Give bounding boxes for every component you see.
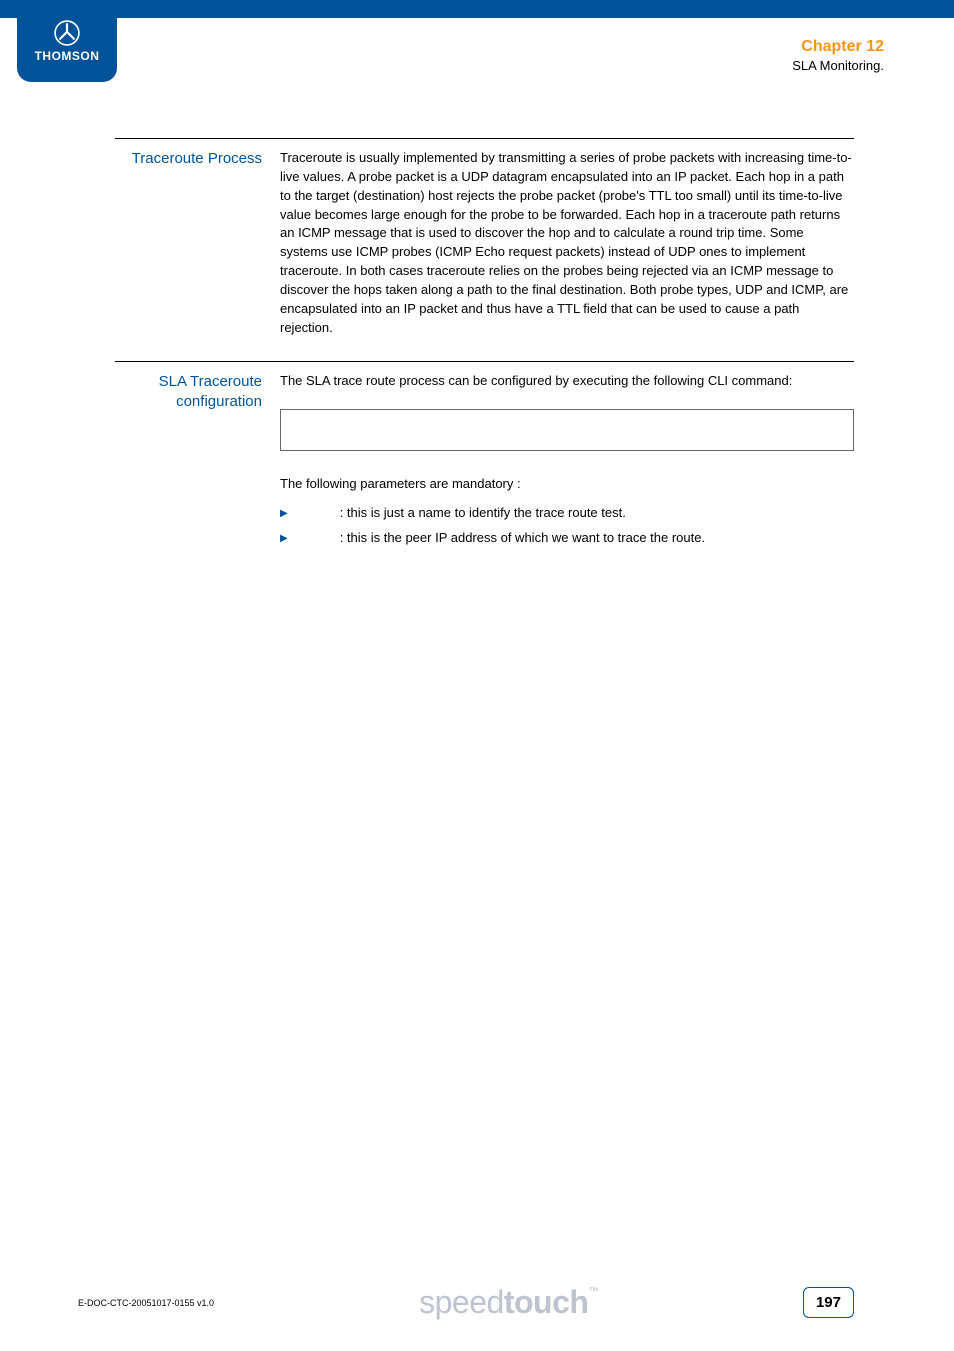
- brand-bold: touch: [504, 1284, 589, 1320]
- trademark-icon: ™: [588, 1286, 598, 1297]
- header-bar: [0, 0, 954, 18]
- section-label: SLA Traceroute configuration: [115, 372, 280, 553]
- document-id: E-DOC-CTC-20051017-0155 v1.0: [78, 1298, 214, 1308]
- brand-logo: speedtouch™: [419, 1284, 598, 1321]
- cli-code-box: [280, 409, 854, 451]
- param-desc: : this is the peer IP address of which w…: [340, 529, 705, 548]
- chapter-subtitle: SLA Monitoring.: [792, 58, 884, 73]
- section-body: The SLA trace route process can be confi…: [280, 372, 854, 553]
- section-intro: The SLA trace route process can be confi…: [280, 372, 854, 391]
- brand-light: speed: [419, 1284, 504, 1320]
- list-item: ▶ : this is just a name to identify the …: [280, 504, 854, 523]
- page-footer: E-DOC-CTC-20051017-0155 v1.0 speedtouch™…: [78, 1284, 854, 1321]
- bullet-icon: ▶: [280, 532, 288, 547]
- page-number: 197: [803, 1287, 854, 1318]
- section-sla-traceroute-config: SLA Traceroute configuration The SLA tra…: [115, 361, 854, 553]
- section-traceroute-process: Traceroute Process Traceroute is usually…: [115, 138, 854, 337]
- param-desc: : this is just a name to identify the tr…: [340, 504, 626, 523]
- chapter-label: Chapter 12: [801, 38, 884, 56]
- params-list: ▶ : this is just a name to identify the …: [280, 504, 854, 548]
- logo-text: THOMSON: [35, 49, 100, 63]
- params-intro: The following parameters are mandatory :: [280, 475, 854, 494]
- list-item: ▶ : this is the peer IP address of which…: [280, 529, 854, 548]
- bullet-icon: ▶: [280, 507, 288, 522]
- section-body: Traceroute is usually implemented by tra…: [280, 149, 854, 337]
- main-content: Traceroute Process Traceroute is usually…: [115, 138, 854, 578]
- thomson-icon: [54, 20, 80, 46]
- logo-badge: THOMSON: [17, 0, 117, 82]
- section-label: Traceroute Process: [115, 149, 280, 337]
